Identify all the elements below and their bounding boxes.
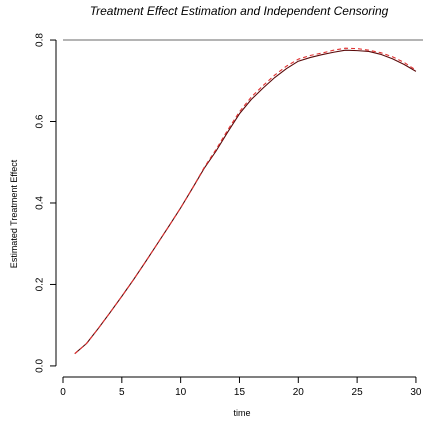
axes: 0 5 10 15 20 25 30 0.0 0.2 0.4 0.6 0.8 — [35, 33, 422, 398]
y-tick-label: 0.2 — [35, 277, 46, 291]
series-line-solid — [74, 49, 417, 355]
x-tick-label: 30 — [410, 387, 422, 398]
x-tick-label: 5 — [119, 387, 125, 398]
plot-area — [63, 39, 423, 355]
x-tick-label: 15 — [234, 387, 246, 398]
x-axis-label: time — [233, 408, 250, 418]
x-tick-label: 25 — [352, 387, 364, 398]
chart-title: Treatment Effect Estimation and Independ… — [90, 4, 389, 18]
x-tick-label: 0 — [60, 387, 66, 398]
y-tick-label: 0.0 — [35, 359, 46, 373]
series-line-dashed — [74, 47, 417, 355]
x-tick-label: 20 — [293, 387, 305, 398]
y-axis-label: Estimated Treatment Effect — [9, 159, 19, 268]
x-tick-label: 10 — [175, 387, 187, 398]
y-tick-label: 0.8 — [35, 33, 46, 47]
y-tick-label: 0.4 — [35, 196, 46, 210]
y-tick-label: 0.6 — [35, 114, 46, 128]
